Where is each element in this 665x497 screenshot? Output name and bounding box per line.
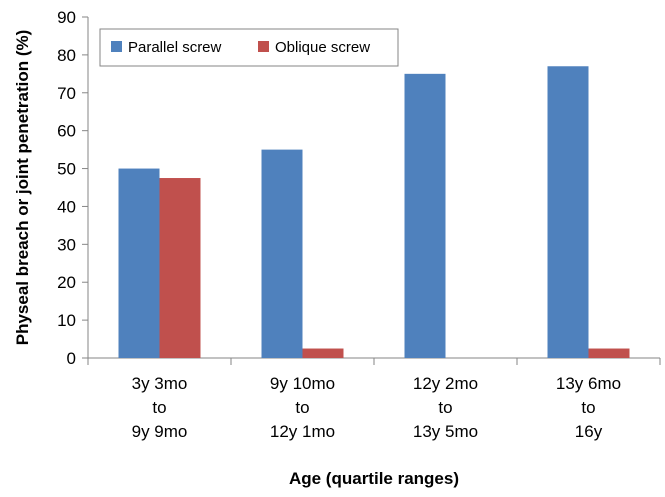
bar-oblique (588, 348, 630, 358)
axes: 0 10 20 30 40 50 60 70 80 90 (57, 8, 661, 368)
y-tick-label: 90 (57, 8, 76, 27)
y-tick-label: 0 (67, 349, 76, 368)
x-tick-label: 13y 5mo (413, 422, 478, 441)
bar-parallel (404, 73, 446, 358)
axis-labels: 3y 3mo to 9y 9mo 9y 10mo to 12y 1mo 12y 2mo to 1… (13, 30, 621, 488)
x-tick-label: to (295, 398, 309, 417)
y-axis-title: Physeal breach or joint penetration (%) (13, 30, 32, 346)
x-tick-label: 13y 6mo (556, 374, 621, 393)
x-tick-label: 9y 9mo (132, 422, 188, 441)
x-tick-label: 12y 1mo (270, 422, 335, 441)
x-tick-label: 9y 10mo (270, 374, 335, 393)
bar-oblique (302, 348, 344, 358)
y-tick-label: 70 (57, 84, 76, 103)
bar-parallel (547, 66, 589, 358)
y-tick-label: 80 (57, 46, 76, 65)
legend-swatch-oblique (258, 41, 269, 52)
legend-label-oblique: Oblique screw (275, 39, 370, 56)
bar-oblique (159, 178, 201, 358)
x-axis-title: Age (quartile ranges) (289, 469, 459, 488)
x-tick-label: to (152, 398, 166, 417)
y-tick-label: 10 (57, 311, 76, 330)
x-tick-label: to (438, 398, 452, 417)
x-tick-label: to (581, 398, 595, 417)
y-tick-label: 20 (57, 273, 76, 292)
legend-swatch-parallel (111, 41, 122, 52)
bar-parallel (118, 168, 160, 358)
bar-parallel (261, 149, 303, 358)
legend-box (99, 28, 399, 67)
legend: Parallel screw Oblique screw (99, 28, 399, 67)
bars (118, 66, 630, 358)
y-tick-label: 50 (57, 160, 76, 179)
legend-label-parallel: Parallel screw (128, 39, 222, 56)
x-tick-label: 16y (575, 422, 603, 441)
y-tick-label: 60 (57, 122, 76, 141)
x-tick-label: 3y 3mo (132, 374, 188, 393)
y-tick-label: 30 (57, 235, 76, 254)
y-tick-label: 40 (57, 197, 76, 216)
x-tick-label: 12y 2mo (413, 374, 478, 393)
